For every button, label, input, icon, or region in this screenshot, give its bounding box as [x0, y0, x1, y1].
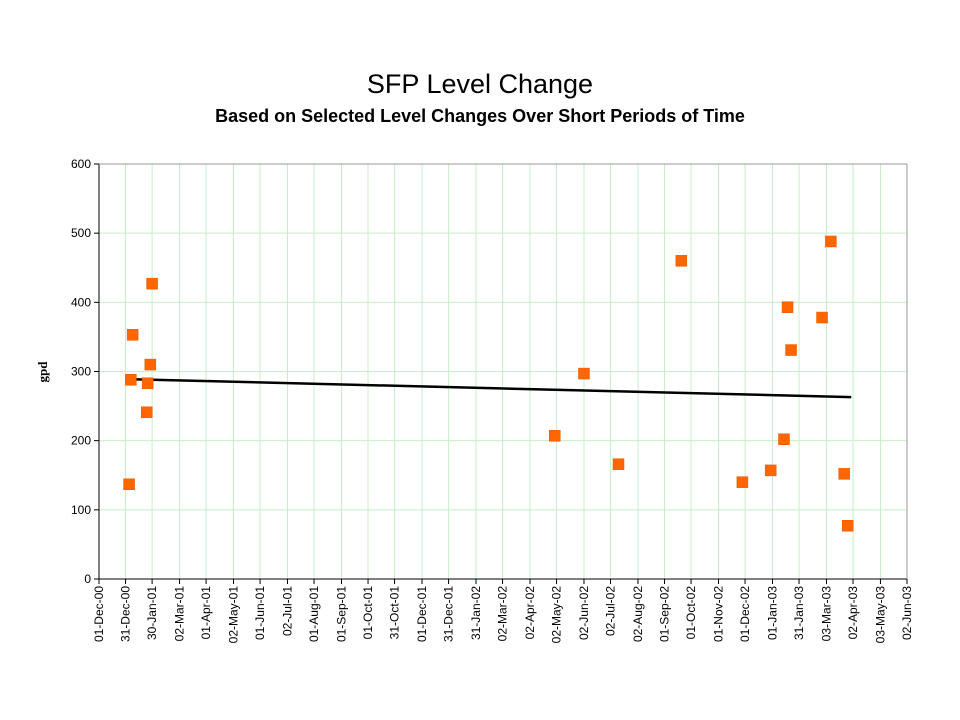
data-point [841, 519, 854, 532]
data-point [144, 358, 157, 371]
y-tick-label: 600 [71, 157, 91, 171]
x-tick-label: 01-Sep-02 [658, 586, 672, 642]
data-point [825, 235, 837, 248]
y-tick-label: 400 [71, 295, 91, 309]
x-tick-label: 02-Jul-01 [281, 586, 295, 636]
x-tick-label: 01-Apr-01 [199, 586, 213, 640]
data-point [146, 277, 158, 290]
x-tick-label: 02-Mar-02 [496, 586, 510, 642]
x-tick-label: 01-Aug-01 [307, 586, 321, 642]
x-tick-label: 02-Jun-02 [577, 586, 591, 640]
plot-area: 0 100 200 300 400 500 600 01-Dec-00 31-Dec-00 30-… [71, 157, 914, 643]
x-tick-label: 02-Aug-02 [631, 586, 645, 642]
x-tick-label: 31-Dec-00 [119, 586, 133, 642]
data-point [125, 374, 137, 386]
x-tick-label: 01-Sep-01 [334, 586, 348, 642]
x-tick-label: 02-Apr-03 [846, 586, 860, 640]
data-point [123, 478, 135, 490]
x-tick-label: 31-Jan-02 [469, 586, 483, 640]
data-point [675, 255, 688, 267]
data-point [612, 458, 625, 470]
y-tick-label: 300 [71, 365, 91, 379]
y-tick-label: 500 [71, 226, 91, 240]
data-point [141, 406, 153, 419]
x-tick-label: 30-Jan-01 [145, 586, 159, 640]
x-tick-label: 01-Dec-01 [415, 586, 429, 642]
x-tick-label: 01-Dec-02 [738, 586, 752, 642]
y-tick-label: 0 [84, 572, 91, 586]
data-point [736, 476, 749, 488]
x-tick-label: 01-Jun-01 [253, 586, 267, 640]
x-tick-label: 02-Jun-03 [900, 586, 914, 640]
x-tick-label: 03-May-03 [873, 586, 887, 644]
x-tick-label: 01-Oct-01 [361, 586, 375, 640]
x-tick-label: 31-Oct-01 [388, 586, 402, 640]
x-tick-label: 31-Dec-01 [442, 586, 456, 642]
data-point [781, 301, 794, 313]
y-axis-label: gpd [35, 361, 50, 383]
x-tick-label: 02-May-01 [227, 586, 241, 644]
x-tick-label: 01-Nov-02 [711, 586, 725, 642]
x-tick-label: 01-Dec-00 [92, 586, 106, 642]
x-tick-label: 01-Oct-02 [684, 586, 698, 640]
x-tick-label: 03-Mar-03 [819, 586, 833, 642]
data-point [141, 377, 154, 390]
chart-title: SFP Level Change [367, 69, 593, 99]
data-point [549, 430, 561, 442]
chart-subtitle: Based on Selected Level Changes Over Sho… [215, 106, 745, 126]
x-tick-label: 02-May-02 [550, 586, 564, 644]
x-tick-label: 02-Jul-02 [604, 586, 618, 636]
x-tick-label: 02-Apr-02 [523, 586, 537, 640]
data-point [126, 329, 139, 341]
data-point [816, 311, 828, 324]
trendline [126, 377, 852, 399]
x-tick-label: 31-Jan-03 [792, 586, 806, 640]
x-tick-label: 02-Mar-01 [173, 586, 187, 642]
x-tick-label: 01-Jan-03 [765, 586, 779, 640]
data-point [778, 433, 790, 446]
data-point [578, 367, 590, 380]
data-point [785, 344, 797, 356]
data-point [838, 468, 850, 480]
y-tick-label: 200 [71, 434, 91, 448]
y-tick-label: 100 [71, 503, 91, 517]
data-point [764, 464, 777, 477]
